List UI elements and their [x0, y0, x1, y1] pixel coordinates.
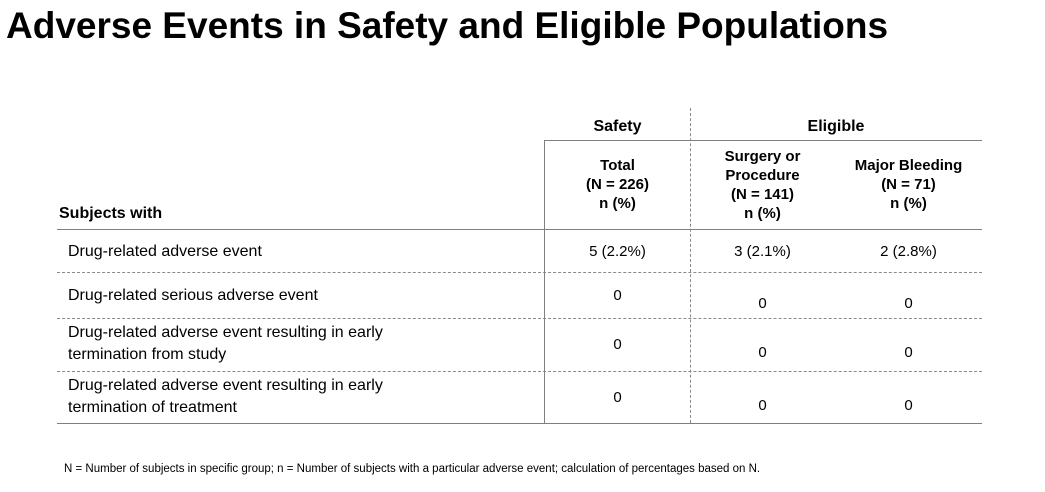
table-cell-total: 0: [613, 389, 622, 406]
table-cell-major-bleeding: 0: [904, 397, 913, 414]
column-header-total: Total (N = 226) n (%): [545, 156, 690, 213]
column-header-major-bleeding: Major Bleeding (N = 71) n (%): [835, 156, 982, 213]
table-cell-surgery: 0: [758, 295, 767, 312]
group-header-rule: [545, 140, 982, 141]
row-label-line: Drug-related serious adverse event: [68, 287, 318, 304]
row-label-drug-related-serious-ae: Drug-related serious adverse event: [68, 285, 318, 307]
row-separator: [57, 318, 982, 319]
footnote: N = Number of subjects in specific group…: [64, 463, 761, 475]
header-bottom-rule: [57, 229, 982, 230]
group-header-eligible: Eligible: [807, 118, 865, 135]
column-header-major-bleeding-line: (N = 71): [881, 176, 936, 193]
column-header-major-bleeding-line: n (%): [890, 195, 927, 212]
table-cell-total: 0: [613, 287, 622, 304]
row-label-line: termination from study: [68, 346, 227, 363]
table-cell-surgery: 0: [758, 344, 767, 361]
row-label-line: Drug-related adverse event resulting in …: [68, 377, 383, 394]
column-header-major-bleeding-line: Major Bleeding: [854, 157, 963, 174]
table-cell-major-bleeding: 2 (2.8%): [880, 243, 937, 260]
column-header-surgery-line: Procedure: [725, 167, 800, 184]
column-header-surgery-line: Surgery or: [724, 148, 801, 165]
column-header-total-line: (N = 226): [586, 176, 649, 193]
column-header-total-line: n (%): [599, 195, 636, 212]
table-cell-surgery: 3 (2.1%): [734, 243, 791, 260]
row-label-drug-related-ae: Drug-related adverse event: [68, 241, 262, 263]
table-cell-total: 5 (2.2%): [589, 243, 646, 260]
row-separator: [57, 371, 982, 372]
table-cell-major-bleeding: 0: [904, 295, 913, 312]
column-header-surgery-line: (N = 141): [731, 186, 794, 203]
table-cell-surgery: 0: [758, 397, 767, 414]
row-label-line: termination of treatment: [68, 399, 237, 416]
safety-column-left-rule: [544, 140, 545, 423]
row-separator: [57, 272, 982, 273]
table-bottom-rule: [57, 423, 982, 424]
group-header-safety: Safety: [593, 118, 642, 135]
row-header-subjects-with: Subjects with: [59, 205, 163, 222]
column-header-surgery: Surgery or Procedure (N = 141) n (%): [690, 147, 835, 223]
row-label-early-termination-study: Drug-related adverse event resulting in …: [68, 322, 383, 366]
row-label-early-termination-treatment: Drug-related adverse event resulting in …: [68, 375, 383, 419]
page-title: Adverse Events in Safety and Eligible Po…: [6, 5, 889, 46]
row-label-line: Drug-related adverse event: [68, 243, 262, 260]
table-cell-total: 0: [613, 336, 622, 353]
column-header-total-line: Total: [600, 157, 635, 174]
row-label-line: Drug-related adverse event resulting in …: [68, 324, 383, 341]
table-cell-major-bleeding: 0: [904, 344, 913, 361]
safety-eligible-divider: [690, 108, 691, 423]
column-header-surgery-line: n (%): [744, 205, 781, 222]
